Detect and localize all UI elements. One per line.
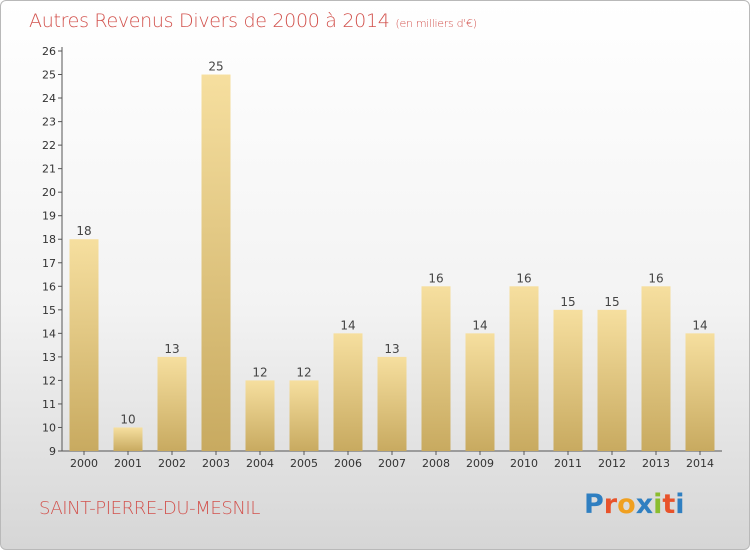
data-label: 13 [384,342,399,356]
logo-letter: i [675,489,685,520]
y-tick-label: 16 [42,280,56,293]
bar [685,333,715,451]
y-tick-label: 25 [42,69,56,82]
data-label: 16 [516,271,531,285]
y-tick-label: 22 [42,139,56,152]
y-tick-label: 21 [42,163,56,176]
y-tick-label: 17 [42,257,56,270]
chart-title-text: Autres Revenus Divers de 2000 à 2014 [29,10,390,32]
x-tick-label: 2011 [554,457,582,470]
y-tick-label: 19 [42,210,56,223]
bar [465,333,495,451]
data-label: 16 [428,271,443,285]
x-tick-label: 2006 [334,457,362,470]
data-label: 13 [164,342,179,356]
bar [641,286,671,451]
bar [113,427,143,451]
x-tick-label: 2012 [598,457,626,470]
location-label: SAINT-PIERRE-DU-MESNIL [39,498,260,519]
data-label: 10 [120,412,135,426]
chart-title: Autres Revenus Divers de 2000 à 2014 (en … [29,10,477,32]
x-tick-label: 2008 [422,457,450,470]
y-tick-label: 11 [42,398,56,411]
data-label: 14 [472,318,487,332]
bar [597,309,627,451]
data-label: 15 [560,295,575,309]
y-tick-label: 14 [42,327,56,340]
data-label: 12 [252,365,267,379]
x-tick-label: 2000 [70,457,98,470]
x-tick-label: 2007 [378,457,406,470]
bar [157,356,187,451]
x-tick-label: 2004 [246,457,274,470]
data-label: 25 [208,60,223,74]
y-tick-label: 9 [49,445,56,458]
bar [245,380,275,451]
data-label: 18 [76,224,91,238]
logo-letter: r [603,489,618,520]
bar [377,356,407,451]
y-tick-label: 15 [42,304,56,317]
data-label: 15 [604,295,619,309]
x-tick-label: 2014 [686,457,714,470]
x-tick-label: 2010 [510,457,538,470]
x-tick-label: 2002 [158,457,186,470]
logo-letter: P [584,489,604,520]
bar [289,380,319,451]
x-tick-label: 2009 [466,457,494,470]
y-tick-label: 10 [42,421,56,434]
bar [333,333,363,451]
bar [421,286,451,451]
y-tick-label: 18 [42,233,56,246]
data-label: 12 [296,365,311,379]
chart-unit: (en milliers d'€) [395,17,477,30]
logo-letter: x [635,489,654,520]
logo-letter: t [662,489,676,520]
data-label: 16 [648,271,663,285]
bar [69,239,99,451]
bar [201,74,231,451]
x-tick-label: 2013 [642,457,670,470]
y-tick-label: 26 [42,45,56,58]
y-tick-label: 20 [42,186,56,199]
data-label: 14 [340,318,355,332]
bar [553,309,583,451]
proxiti-logo: Proxiti [584,489,685,520]
y-tick-label: 13 [42,351,56,364]
y-tick-label: 12 [42,374,56,387]
data-label: 14 [692,318,707,332]
y-tick-label: 24 [42,92,56,105]
logo-letter: i [653,489,663,520]
logo-letter: o [617,489,636,520]
x-tick-label: 2001 [114,457,142,470]
y-tick-label: 23 [42,116,56,129]
bar [509,286,539,451]
x-tick-label: 2003 [202,457,230,470]
x-tick-label: 2005 [290,457,318,470]
